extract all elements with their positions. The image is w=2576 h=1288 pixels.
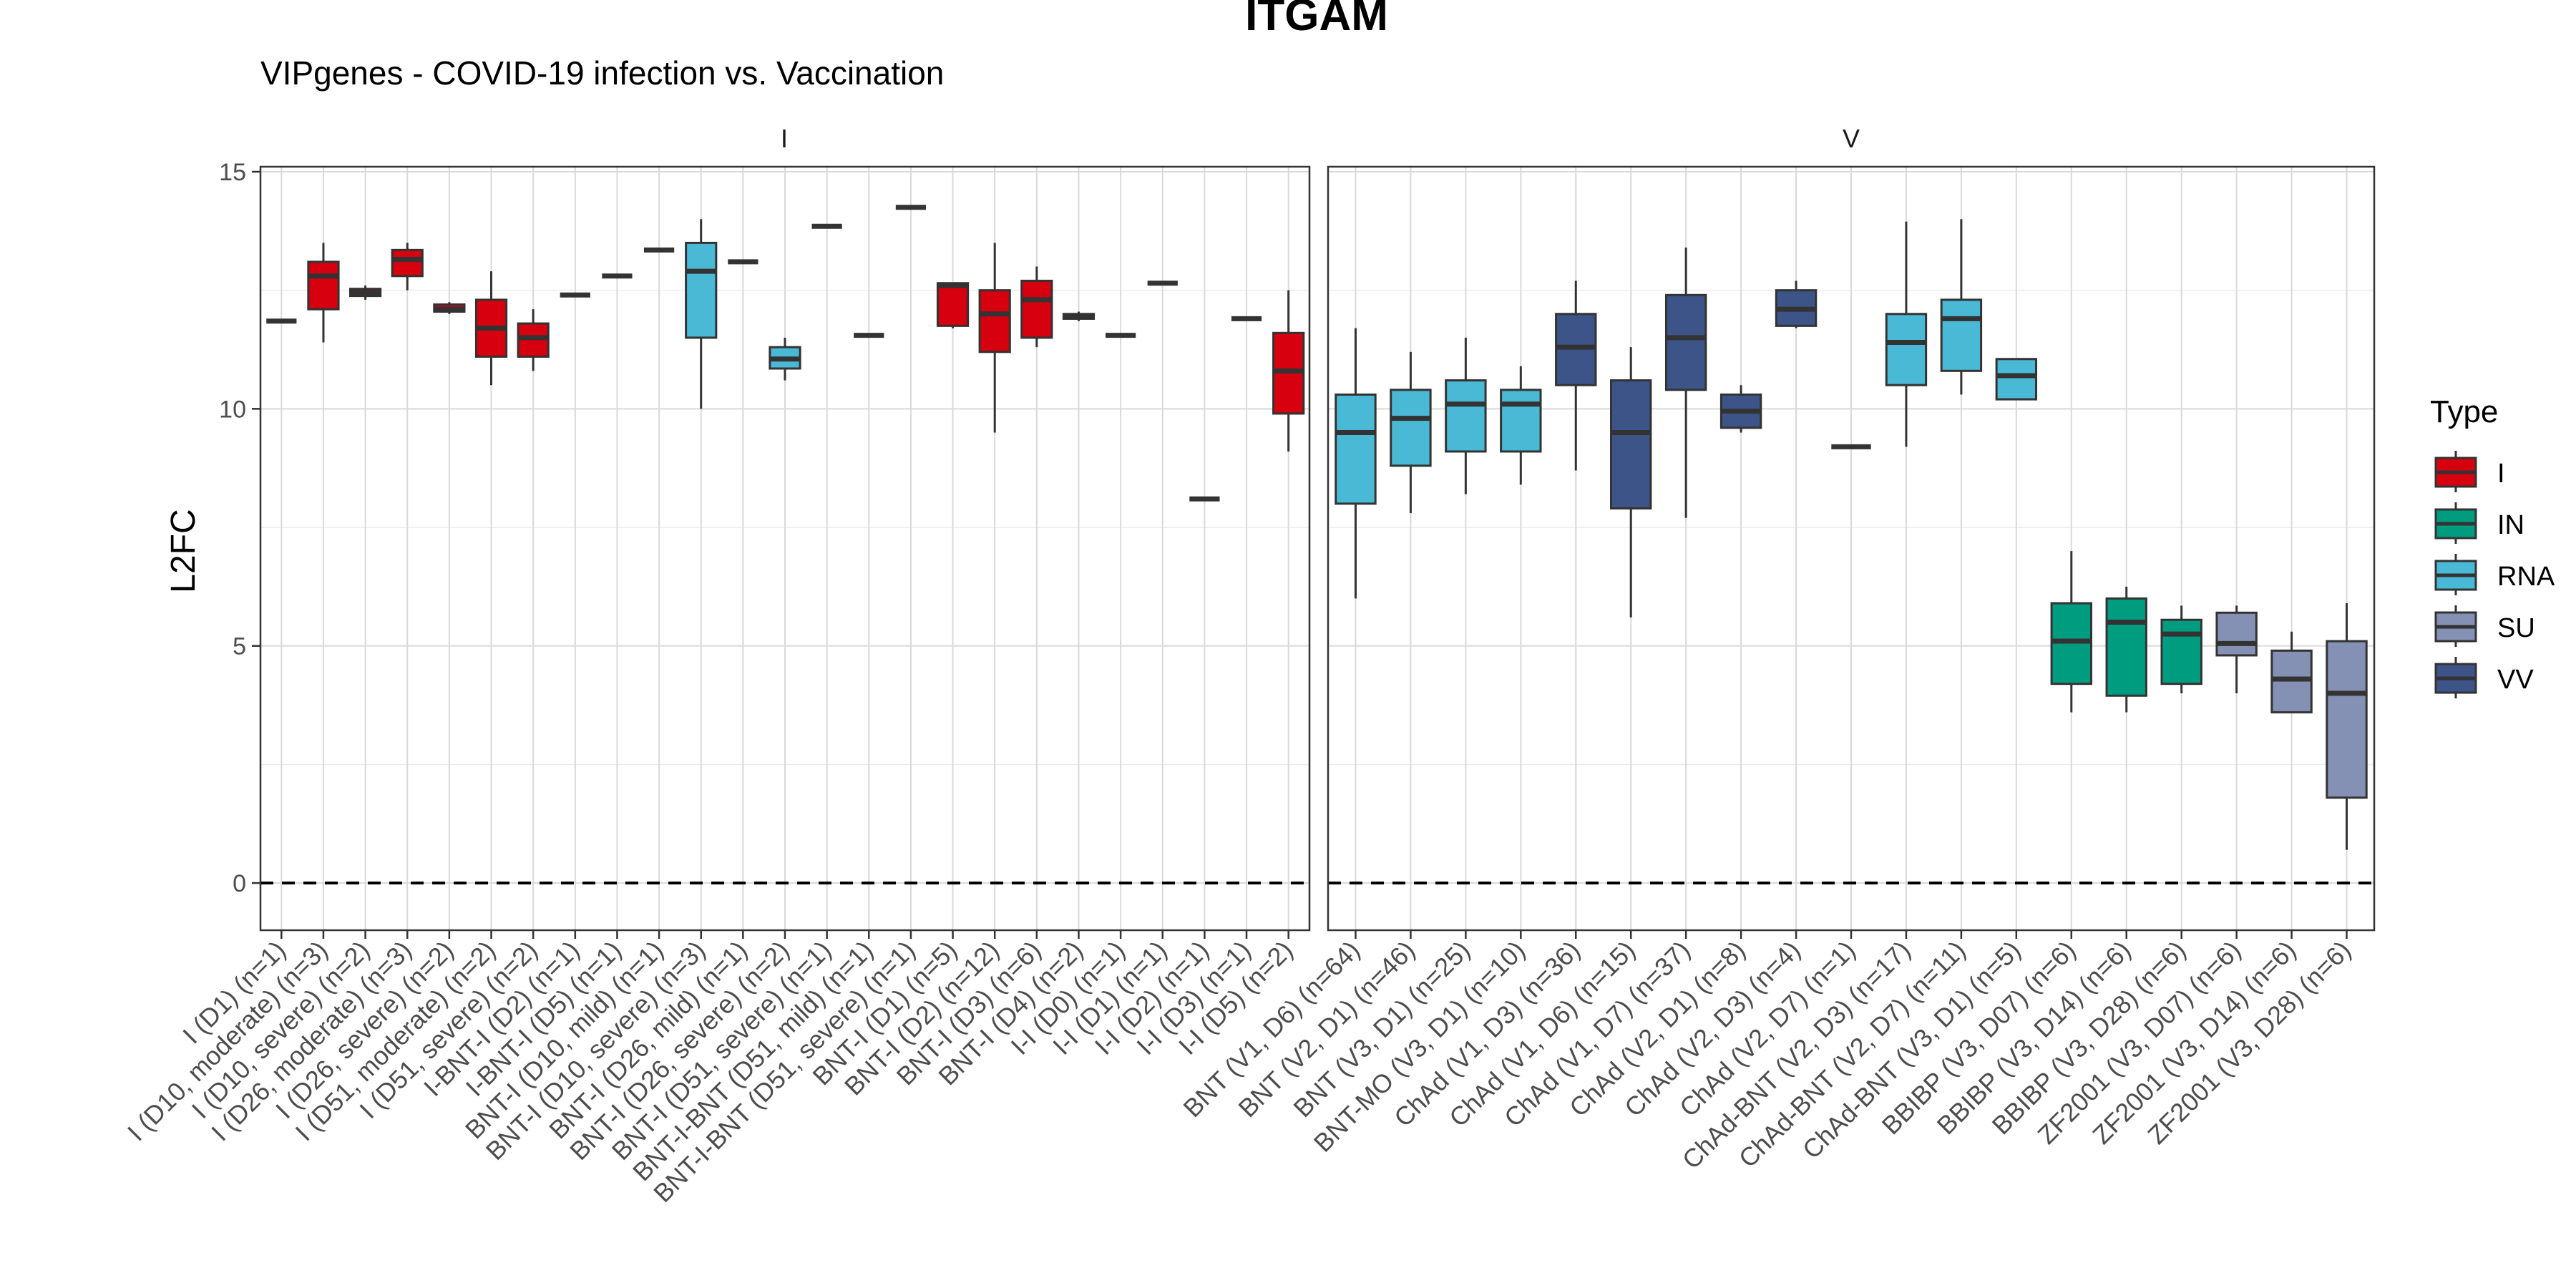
box-body [1940,298,1983,372]
box-body [978,289,1011,353]
box-0-19 [1062,311,1096,321]
box-1-17 [2270,631,2313,713]
legend-entry-su: SU [2434,605,2535,647]
legend-label: IN [2497,510,2524,540]
box-body [936,282,970,327]
box-0-6 [517,309,550,371]
facet-panel-v: BNT (V1, D6) (n=64)BNT (V2, D1) (n=46)BN… [1177,165,2376,1174]
box-body [1610,379,1652,509]
y-tick-label: 10 [219,396,246,423]
box-0-12 [769,337,801,381]
box-body [1445,379,1487,453]
box-0-18 [1020,266,1053,348]
legend-entry-rna: RNA [2434,554,2555,595]
box-0-16 [936,282,970,328]
box-body [2326,640,2368,799]
chart-subtitle: VIPgenes - COVID-19 infection vs. Vaccin… [260,54,944,92]
legend-label: VV [2497,665,2534,695]
box-body [1995,358,2038,401]
panel-border [1327,165,2376,932]
box-1-10 [1885,221,1928,447]
box-0-3 [391,243,424,291]
plot-layer: I (D1) (n=1)I (D10, moderate) (n=3)I (D1… [122,159,2555,1208]
legend-entry-i: I [2434,451,2505,492]
box-1-18 [2326,603,2368,850]
box-1-6 [1664,248,1707,518]
legend-title: Type [2430,394,2498,429]
legend-entry-vv: VV [2434,657,2534,698]
box-body [1500,389,1542,453]
box-1-2 [1445,337,1487,494]
box-0-4 [433,302,466,314]
legend-label: RNA [2497,562,2555,592]
box-0-5 [474,271,508,386]
box-body [1664,293,1707,391]
box-body [685,241,718,339]
box-body [1390,389,1432,467]
box-1-5 [1610,347,1652,618]
legend-entry-in: IN [2434,502,2524,544]
y-tick-label: 15 [219,159,246,186]
facet-label-i: I [781,124,788,153]
y-tick-label: 0 [233,870,246,897]
box-body [1020,279,1053,339]
box-body [2105,597,2147,697]
box-body [2215,611,2258,657]
box-0-24 [1272,290,1305,452]
box-1-7 [1719,385,1762,433]
box-body [391,248,424,278]
box-body [1335,393,1377,505]
box-0-10 [685,219,718,409]
chart-title: ITGAM [1245,0,1388,40]
box-1-15 [2160,605,2202,693]
box-1-13 [2050,551,2092,713]
legend-label: I [2497,459,2505,489]
box-1-16 [2215,605,2258,693]
box-0-17 [978,243,1011,433]
box-0-1 [307,243,340,343]
box-0-2 [348,286,382,300]
box-body [2160,618,2202,686]
box-1-14 [2105,586,2147,713]
facet-label-v: V [1843,124,1860,153]
box-1-0 [1335,328,1377,599]
y-axis-label: L2FC [165,509,203,592]
y-tick-label: 5 [233,633,246,660]
box-1-4 [1555,280,1597,471]
box-1-3 [1500,366,1542,485]
box-1-8 [1775,280,1818,328]
panel-border [259,165,1311,932]
box-body [307,260,340,311]
box-body [1885,313,1928,386]
legend-label: SU [2497,613,2535,643]
box-1-12 [1995,358,2038,401]
box-1-1 [1390,351,1432,514]
facet-panel-i: I (D1) (n=1)I (D10, moderate) (n=3)I (D1… [122,165,1311,1208]
box-1-11 [1940,219,1983,395]
